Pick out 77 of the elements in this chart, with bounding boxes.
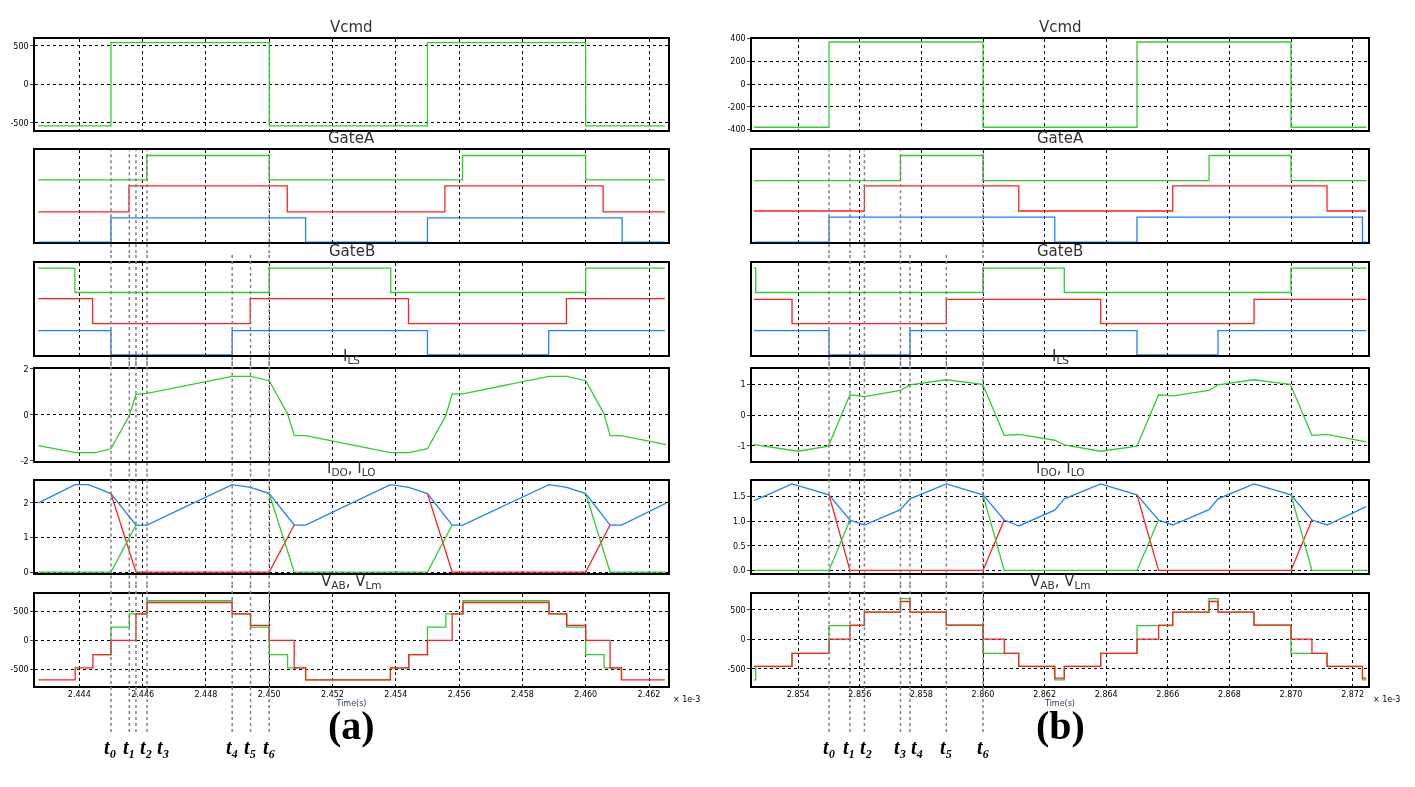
y-tick-label: 1.5 xyxy=(732,492,746,502)
ref-line-label: t₃ xyxy=(157,736,170,758)
x-tick-label: 2.866 xyxy=(1156,690,1180,700)
y-tick-label: 0 xyxy=(740,635,746,645)
ref-line-label: t₀ xyxy=(104,736,117,758)
x-tick-label: 2.860 xyxy=(971,690,995,700)
ref-line-label: t₄ xyxy=(911,736,924,758)
ref-line-label: t₁ xyxy=(123,736,136,758)
x-tick-label: 2.450 xyxy=(257,690,281,700)
chart-title: V$_{AB}$, V$_{Lm}$ xyxy=(1030,572,1091,592)
y-tick-label: 0 xyxy=(23,636,29,646)
ref-line-label: t₅ xyxy=(244,736,257,758)
y-tick-label: 500 xyxy=(730,605,746,615)
y-tick-label: -200 xyxy=(727,102,746,112)
x-tick-label: 2.456 xyxy=(447,690,471,700)
ref-line-label: t₁ xyxy=(843,736,856,758)
text: × 1e-3 xyxy=(673,695,701,704)
chart-title: I$_{DO}$, I$_{LO}$ xyxy=(327,459,376,479)
y-tick-label: -500 xyxy=(727,664,746,674)
x-tick-label: 2.446 xyxy=(131,690,155,700)
x-tick-label: 2.864 xyxy=(1094,690,1118,700)
ref-line-label: t₃ xyxy=(894,736,907,758)
x-tick-label: 2.858 xyxy=(909,690,933,700)
y-tick-label: -2 xyxy=(20,456,29,466)
chart-title: I$_{LS}$ xyxy=(343,347,361,367)
x-tick-label: 2.854 xyxy=(786,690,810,700)
y-tick-label: 0 xyxy=(23,80,29,90)
y-tick-label: 500 xyxy=(13,41,29,51)
chart-title: GateB xyxy=(329,242,376,260)
x-tick-label: 2.872 xyxy=(1341,690,1365,700)
chart-title: GateA xyxy=(328,129,375,147)
ref-line-label: t₄ xyxy=(226,736,239,758)
y-tick-label: 2 xyxy=(23,364,29,374)
y-tick-label: 500 xyxy=(13,607,29,617)
x-axis-title: Time(s) xyxy=(335,699,367,709)
y-tick-label: 0 xyxy=(740,79,746,89)
x-tick-label: 2.870 xyxy=(1279,690,1303,700)
ref-line-label: t₅ xyxy=(940,736,953,758)
y-tick-label: 1 xyxy=(740,380,746,390)
chart-title: Vcmd xyxy=(1039,18,1082,36)
x-tick-label: 2.862 xyxy=(1033,690,1057,700)
ref-line-label: t₂ xyxy=(140,736,153,758)
chart-title: V$_{AB}$, V$_{Lm}$ xyxy=(321,572,382,592)
chart-title: Vcmd xyxy=(330,18,373,36)
ref-line-label: t₆ xyxy=(977,736,990,758)
y-tick-label: 0.5 xyxy=(732,541,746,551)
y-tick-label: -400 xyxy=(727,125,746,135)
x-axis-title: Time(s) xyxy=(1044,699,1075,709)
y-tick-label: 1 xyxy=(23,533,29,543)
y-tick-label: 0 xyxy=(23,410,29,420)
ref-line-label: t₆ xyxy=(263,736,276,758)
x-tick-label: 2.452 xyxy=(321,690,344,700)
y-tick-label: 200 xyxy=(730,57,746,67)
y-tick-label: 1.0 xyxy=(732,516,746,526)
ref-line-label: t₂ xyxy=(860,736,873,758)
y-tick-label: 400 xyxy=(730,34,746,44)
text: × 1e-3 xyxy=(1373,695,1401,704)
x-tick-label: 2.856 xyxy=(848,690,872,700)
x-tick-label: 2.868 xyxy=(1217,690,1241,700)
y-tick-label: 0.0 xyxy=(732,566,746,576)
x-tick-label: 2.454 xyxy=(384,690,408,700)
chart-title: GateB xyxy=(1037,242,1084,260)
chart-title: I$_{DO}$, I$_{LO}$ xyxy=(1036,459,1085,479)
y-tick-label: 2 xyxy=(23,498,29,508)
y-tick-label: 0 xyxy=(740,411,746,421)
y-tick-label: 0 xyxy=(23,567,29,577)
x-tick-label: 2.462 xyxy=(637,690,661,700)
chart-title: GateA xyxy=(1037,129,1084,147)
y-tick-label: -1 xyxy=(737,441,746,451)
y-tick-label: -500 xyxy=(10,664,29,674)
x-tick-label: 2.458 xyxy=(510,690,534,700)
y-tick-label: -500 xyxy=(10,118,29,128)
chart-title: I$_{LS}$ xyxy=(1052,347,1070,367)
ref-line-label: t₀ xyxy=(823,736,836,758)
x-tick-label: 2.448 xyxy=(194,690,218,700)
x-tick-label: 2.460 xyxy=(574,690,598,700)
x-tick-label: 2.444 xyxy=(67,690,91,700)
